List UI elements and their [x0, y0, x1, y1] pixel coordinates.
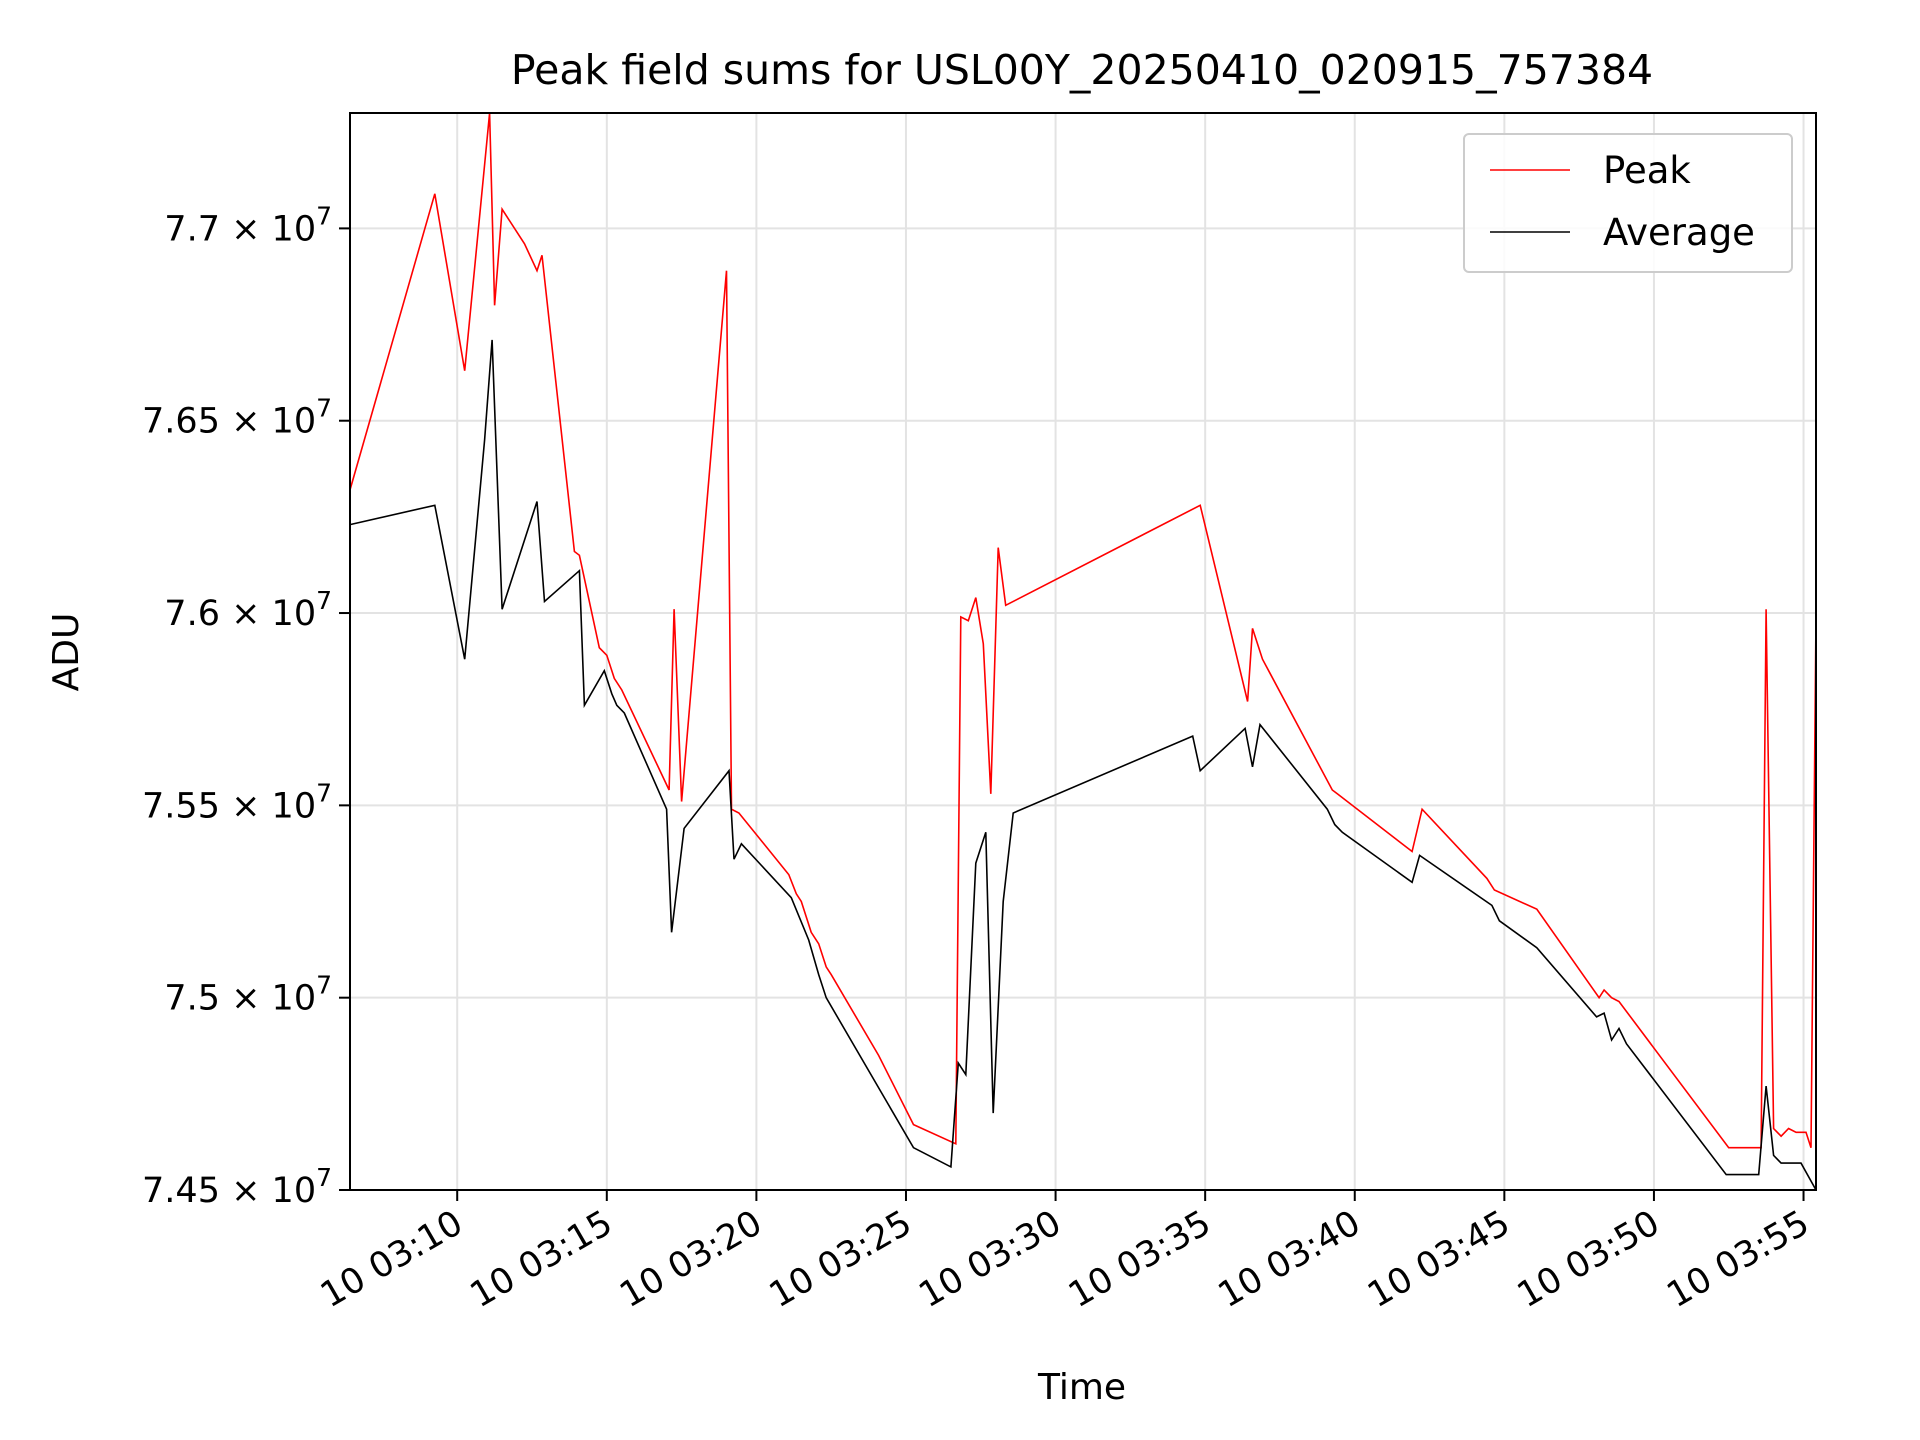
y-tick-mantissa: 7.6: [164, 594, 220, 634]
y-tick-label: 7.5 × 107: [164, 971, 332, 1019]
series-line-peak: [349, 112, 1817, 1149]
y-tick-label: 7.7 × 107: [164, 201, 332, 249]
y-tick-label: 7.65 × 107: [142, 394, 332, 442]
y-tick-base: × 10: [220, 786, 316, 826]
y-tick-exponent: 7: [316, 586, 332, 615]
y-tick-exponent: 7: [316, 971, 332, 1000]
y-tick-base: × 10: [220, 594, 316, 634]
y-tick-mantissa: 7.55: [142, 786, 220, 826]
legend: Peak Average: [1463, 133, 1793, 273]
y-tick-label: 7.55 × 107: [142, 778, 332, 826]
series-line-average: [349, 339, 1817, 1191]
y-tick-mantissa: 7.5: [164, 979, 220, 1019]
y-tick-base: × 10: [220, 979, 316, 1019]
plot-frame: [349, 112, 1817, 1191]
chart-title: Peak field sums for USL00Y_20250410_0209…: [511, 46, 1653, 94]
y-tick-base: × 10: [220, 1171, 316, 1211]
y-tick-exponent: 7: [316, 778, 332, 807]
y-tick-base: × 10: [220, 402, 316, 442]
y-tick-mantissa: 7.45: [142, 1171, 220, 1211]
legend-box: [1463, 133, 1793, 273]
y-tick-base: × 10: [220, 209, 316, 249]
series-lines: [349, 112, 1817, 1191]
y-tick-exponent: 7: [316, 201, 332, 230]
legend-label-average: Average: [1603, 211, 1755, 254]
y-tick-label: 7.6 × 107: [164, 586, 332, 634]
y-tick-mantissa: 7.65: [142, 402, 220, 442]
legend-label-peak: Peak: [1603, 149, 1691, 192]
y-tick-exponent: 7: [316, 1163, 332, 1192]
x-axis-label: Time: [1037, 1367, 1126, 1408]
y-tick-label: 7.45 × 107: [142, 1163, 332, 1211]
y-tick-exponent: 7: [316, 394, 332, 423]
y-axis-label: ADU: [46, 613, 87, 692]
y-tick-mantissa: 7.7: [164, 209, 220, 249]
